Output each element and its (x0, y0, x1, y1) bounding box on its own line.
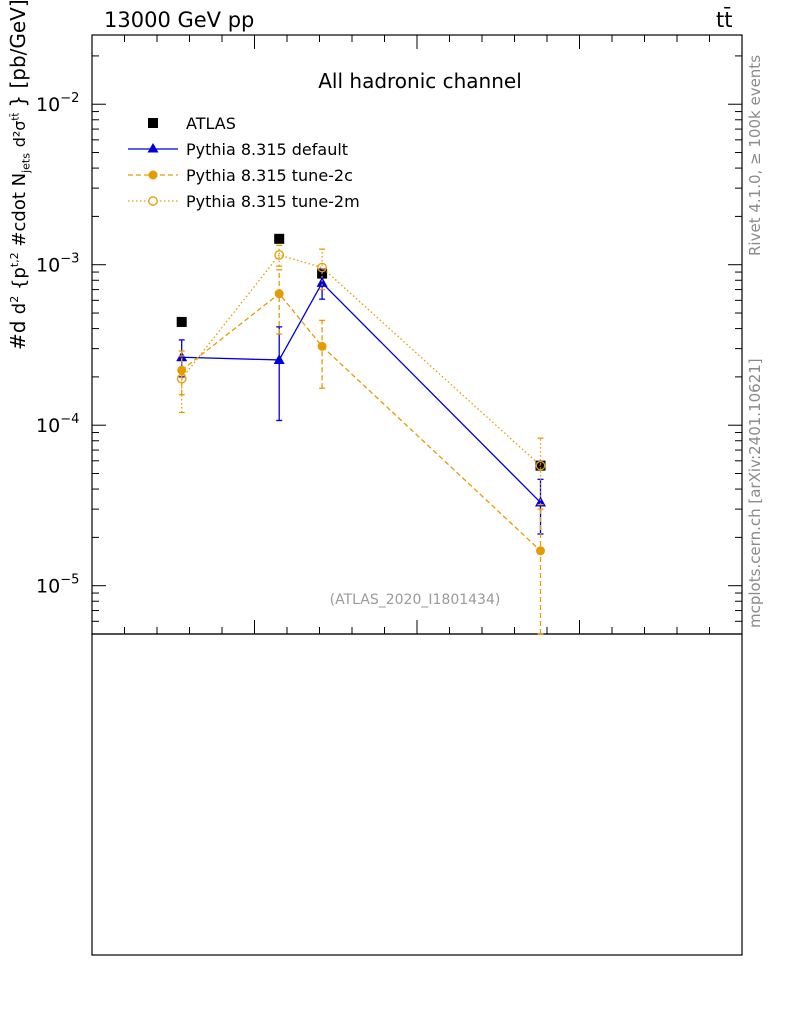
y-axis-title-lead: #d (6, 320, 30, 350)
collision-energy-label: 13000 GeV pp (104, 8, 255, 32)
series-line-pythia-8-315-default (181, 281, 541, 503)
data-point-atlas (176, 316, 187, 327)
y-tick-label: 10−4 (36, 412, 79, 437)
y-axis-title: #d d2 {pt,2 #cdot Njets d²σtt̄ } [pb/GeV… (6, 0, 33, 350)
ratio-panel-frame (91, 633, 743, 956)
analysis-tag: (ATLAS_2020_I1801434) (330, 592, 501, 608)
legend-entry-tune2m: Pythia 8.315 tune-2m (120, 188, 420, 214)
process-label: tt̄ (716, 8, 733, 32)
legend-entry-tune2c: Pythia 8.315 tune-2c (120, 162, 420, 188)
legend-label-atlas: ATLAS (186, 114, 236, 133)
data-point-pythia-8-315-tune-2c (274, 289, 284, 299)
y-tick-label: 10−3 (36, 252, 79, 277)
legend-label-default: Pythia 8.315 default (186, 140, 349, 159)
legend-label-tune2m: Pythia 8.315 tune-2m (186, 192, 360, 211)
data-point-pythia-8-315-tune-2m (317, 262, 327, 273)
legend-marker-tune2m (128, 196, 178, 206)
series-line-pythia-8-315-tune-2c (181, 292, 541, 552)
legend-marker-tune2c (128, 170, 178, 180)
legend-label-tune2c: Pythia 8.315 tune-2c (186, 166, 353, 185)
rivet-version-label: Rivet 4.1.0, ≥ 100k events (746, 54, 764, 256)
series-line-pythia-8-315-tune-2m (181, 254, 541, 467)
legend-marker-atlas (148, 118, 158, 128)
y-axis-title-num: d²σtt̄ (10, 112, 29, 148)
data-point-pythia-8-315-default (273, 353, 285, 364)
data-point-pythia-8-315-tune-2c (536, 546, 545, 556)
data-point-pythia-8-315-tune-2c (317, 341, 327, 351)
legend-entry-atlas: ATLAS (120, 110, 420, 136)
data-point-pythia-8-315-default (316, 276, 328, 287)
data-point-pythia-8-315-tune-2m (274, 250, 285, 260)
data-point-pythia-8-315-tune-2m (176, 373, 187, 384)
y-axis-title-units: } [pb/GeV] (6, 0, 30, 108)
legend: ATLAS Pythia 8.315 default Pythia 8.315 … (120, 110, 420, 214)
chart-title: All hadronic channel (318, 69, 522, 93)
y-tick-label: 10−2 (36, 91, 79, 116)
y-tick-label: 10−5 (36, 573, 79, 598)
data-point-pythia-8-315-tune-2m (535, 460, 546, 471)
source-label: mcplots.cern.ch [arXiv:2401.10621] (746, 358, 764, 628)
legend-marker-default (128, 143, 178, 153)
y-axis-title-den: d2 {pt,2 #cdot Njets (8, 153, 33, 315)
legend-entry-default: Pythia 8.315 default (120, 136, 420, 162)
data-point-atlas (274, 233, 285, 244)
data-point-pythia-8-315-tune-2c (177, 365, 187, 375)
